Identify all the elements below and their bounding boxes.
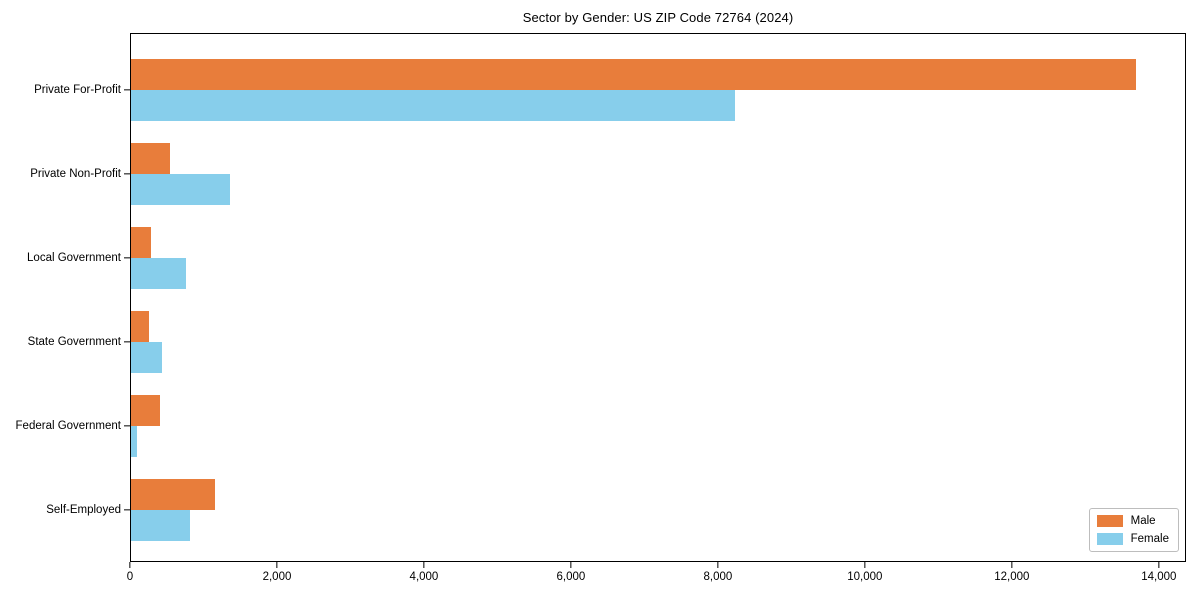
legend-item-male: Male <box>1096 515 1169 527</box>
y-tick-mark <box>124 425 130 427</box>
bar-female-federal-government <box>131 426 137 457</box>
y-axis-label-private-non-profit: Private Non-Profit <box>30 168 121 180</box>
x-tick-label: 10,000 <box>847 571 883 583</box>
y-tick-mark <box>124 509 130 511</box>
bar-group-private-non-profit: Private Non-Profit <box>30 132 1185 216</box>
bar-female-local-government <box>131 258 186 289</box>
y-tick-mark <box>124 173 130 175</box>
y-axis-label-private-for-profit: Private For-Profit <box>34 84 121 96</box>
x-tick-mark <box>423 562 425 568</box>
x-tick-mark <box>1158 562 1160 568</box>
x-tick-label: 0 <box>126 571 134 583</box>
x-tick-mark <box>1011 562 1013 568</box>
x-tick-label: 6,000 <box>556 571 586 583</box>
x-tick-mark <box>717 562 719 568</box>
legend-label-female: Female <box>1130 533 1169 545</box>
chart-title: Sector by Gender: US ZIP Code 72764 (202… <box>522 10 794 25</box>
y-axis-label-federal-government: Federal Government <box>15 420 121 432</box>
bar-female-self-employed <box>131 510 190 541</box>
bar-group-private-for-profit: Private For-Profit <box>34 48 1185 132</box>
bar-group-local-government: Local Government <box>27 216 1185 300</box>
x-tick-label: 14,000 <box>1141 571 1177 583</box>
y-axis-label-self-employed: Self-Employed <box>46 504 121 516</box>
x-axis: 0 2,000 4,000 6,000 8,000 10,000 12,000 14,000 <box>126 562 1186 596</box>
bar-male-self-employed <box>131 479 216 510</box>
bar-female-private-for-profit <box>131 90 735 121</box>
legend-swatch-female <box>1096 533 1123 545</box>
bar-group-federal-government: Federal Government <box>16 384 1185 468</box>
y-axis-label-local-government: Local Government <box>27 252 121 264</box>
legend-label-male: Male <box>1130 515 1156 527</box>
y-axis-label-state-government: State Government <box>27 336 121 348</box>
x-tick-label: 8,000 <box>703 571 733 583</box>
bar-male-state-government <box>131 311 150 342</box>
bar-group-self-employed: Self-Employed <box>46 468 1185 552</box>
x-tick-label: 12,000 <box>994 571 1030 583</box>
bar-group-state-government: State Government <box>28 300 1185 384</box>
bar-male-local-government <box>131 227 151 258</box>
legend-item-female: Female <box>1096 533 1169 545</box>
bar-female-private-non-profit <box>131 174 231 205</box>
x-tick-mark <box>864 562 866 568</box>
bar-groups-container: Private For-Profit Private Non-Profit Loca… <box>16 34 1185 561</box>
x-tick-label: 4,000 <box>409 571 439 583</box>
bar-male-federal-government <box>131 395 161 426</box>
legend-swatch-male <box>1096 515 1123 527</box>
bar-male-private-non-profit <box>131 143 171 174</box>
y-tick-mark <box>124 341 130 343</box>
x-tick-mark <box>129 562 131 568</box>
bar-female-state-government <box>131 342 162 373</box>
x-tick-label: 2,000 <box>262 571 292 583</box>
bar-male-private-for-profit <box>131 59 1136 90</box>
x-tick-mark <box>276 562 278 568</box>
plot-area: Private For-Profit Private Non-Profit Loca… <box>16 33 1186 562</box>
x-tick-mark <box>570 562 572 568</box>
legend: Male Female <box>1088 508 1179 552</box>
y-tick-mark <box>124 89 130 91</box>
y-tick-mark <box>124 257 130 259</box>
